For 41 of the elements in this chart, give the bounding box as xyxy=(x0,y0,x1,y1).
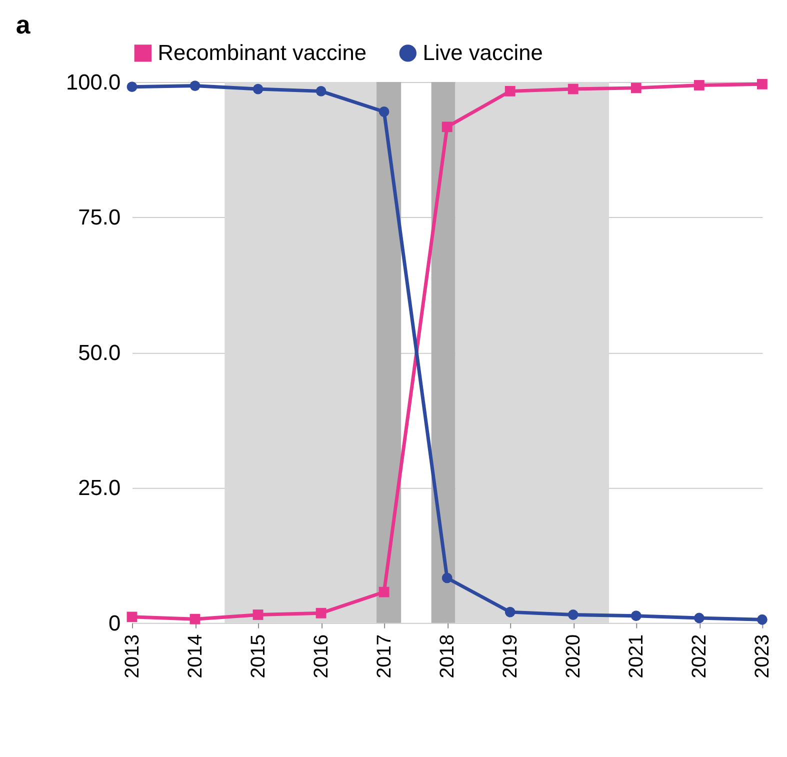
point xyxy=(316,608,326,618)
x-tick-label: 2022 xyxy=(688,634,711,678)
point xyxy=(442,122,452,132)
y-tick-label: 100.0 xyxy=(66,69,121,94)
point xyxy=(190,614,200,624)
point xyxy=(756,78,768,90)
point xyxy=(568,610,578,620)
point xyxy=(694,80,704,90)
legend-label: Live vaccine xyxy=(422,40,543,66)
x-tick-label: 2018 xyxy=(436,634,459,678)
legend-label: Recombinant vaccine xyxy=(158,40,366,66)
point xyxy=(316,86,326,96)
chart-title: a xyxy=(16,11,31,40)
point xyxy=(504,86,516,96)
point xyxy=(694,612,704,624)
x-tick-label: 2014 xyxy=(184,634,206,678)
x-tick-label: 2013 xyxy=(121,634,144,678)
x-tick-label: 2020 xyxy=(562,634,585,678)
y-tick-label: 25.0 xyxy=(78,475,121,500)
point xyxy=(378,106,390,117)
y-tick-label: 50.0 xyxy=(78,340,121,365)
y-tick-label: 0 xyxy=(108,610,121,636)
x-tick-label: 2017 xyxy=(374,634,396,678)
point xyxy=(252,84,264,94)
x-tick-label: 2016 xyxy=(310,634,333,678)
point xyxy=(630,82,642,94)
point xyxy=(126,82,138,92)
x-tick-label: 2015 xyxy=(247,634,270,678)
x-tick-label: 2019 xyxy=(500,634,522,678)
point xyxy=(568,84,578,94)
point xyxy=(126,612,138,622)
x-tick-label: 2021 xyxy=(626,634,648,678)
point xyxy=(378,586,390,598)
point xyxy=(504,606,516,618)
point xyxy=(252,610,264,620)
point xyxy=(630,610,642,622)
x-tick-label: 2023 xyxy=(752,634,774,678)
point xyxy=(442,572,452,584)
y-tick-label: 75.0 xyxy=(78,204,121,230)
point xyxy=(756,614,768,625)
point xyxy=(190,80,200,91)
